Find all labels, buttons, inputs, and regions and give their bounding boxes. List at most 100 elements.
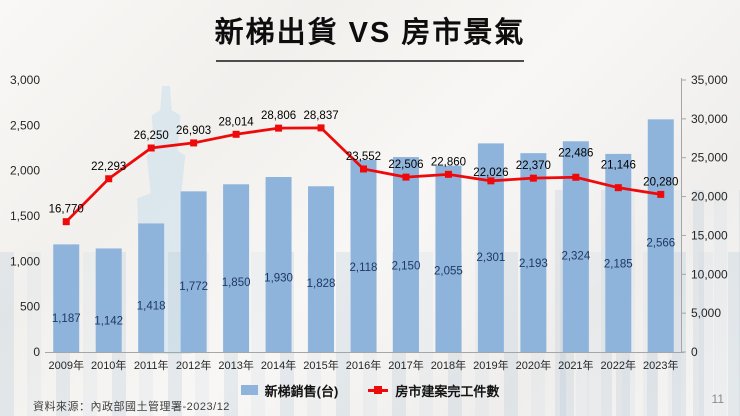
line-marker bbox=[572, 173, 580, 181]
left-axis-tick-label: 1,000 bbox=[10, 254, 40, 268]
line-value-label: 22,293 bbox=[91, 161, 126, 173]
bar-2010年 bbox=[95, 248, 122, 352]
line-marker bbox=[444, 170, 452, 178]
line-value-label: 28,014 bbox=[219, 116, 255, 128]
line-value-label: 16,770 bbox=[49, 204, 84, 216]
x-axis-label: 2013年 bbox=[218, 358, 253, 372]
x-axis-label: 2010年 bbox=[91, 358, 126, 372]
bar-value-label: 1,930 bbox=[264, 272, 293, 284]
bar-2014年 bbox=[265, 177, 292, 352]
line-marker bbox=[190, 139, 198, 147]
line-marker bbox=[657, 190, 665, 198]
x-axis-label: 2011年 bbox=[134, 358, 169, 372]
bar-value-label: 2,193 bbox=[519, 258, 548, 270]
right-axis-tick-label: 10,000 bbox=[691, 267, 728, 281]
line-value-label: 21,146 bbox=[601, 160, 636, 172]
bar-2023年 bbox=[647, 119, 674, 352]
bar-2012年 bbox=[180, 191, 207, 352]
right-axis-tick-label: 25,000 bbox=[691, 151, 728, 165]
bar-value-label: 2,118 bbox=[350, 262, 378, 274]
legend-item-bar: 新梯銷售(台) bbox=[240, 381, 339, 400]
line-marker bbox=[487, 177, 495, 185]
bar-series-swatch bbox=[240, 385, 258, 395]
line-value-label: 23,552 bbox=[346, 151, 381, 163]
bar-value-label: 2,324 bbox=[561, 251, 590, 263]
bar-2011年 bbox=[138, 223, 165, 352]
legend-item-line: 房市建案完工件數 bbox=[368, 381, 499, 400]
left-axis-tick-label: 1,500 bbox=[10, 209, 40, 223]
line-marker bbox=[105, 175, 113, 183]
line-marker bbox=[232, 130, 240, 138]
bar-2015年 bbox=[308, 186, 335, 352]
bar-value-label: 1,142 bbox=[94, 316, 123, 328]
left-axis-tick-label: 500 bbox=[20, 300, 40, 314]
right-axis-tick-label: 35,000 bbox=[691, 73, 728, 87]
bar-2022年 bbox=[605, 153, 632, 352]
right-axis-tick-label: 30,000 bbox=[691, 112, 728, 126]
x-axis-label: 2017年 bbox=[388, 358, 423, 372]
line-value-label: 22,026 bbox=[473, 167, 508, 179]
x-axis-label: 2016年 bbox=[346, 358, 381, 372]
left-axis-tick-label: 0 bbox=[33, 345, 40, 359]
chart-legend: 新梯銷售(台) 房市建案完工件數 bbox=[0, 380, 740, 400]
line-value-label: 20,280 bbox=[643, 176, 678, 188]
bar-2021年 bbox=[562, 141, 589, 352]
page-number: 11 bbox=[711, 392, 724, 406]
x-axis-label: 2020年 bbox=[516, 358, 551, 372]
line-swatch-marker bbox=[374, 386, 383, 394]
bar-value-label: 1,418 bbox=[137, 301, 166, 313]
bar-2016年 bbox=[350, 159, 377, 352]
x-axis-label: 2018年 bbox=[431, 358, 466, 372]
x-axis-label: 2022年 bbox=[601, 358, 636, 372]
left-axis-tick-label: 2,000 bbox=[10, 164, 40, 178]
line-marker bbox=[360, 165, 367, 173]
line-marker bbox=[275, 124, 283, 132]
legend-label-bar: 新梯銷售(台) bbox=[264, 383, 339, 399]
line-value-label: 26,903 bbox=[176, 125, 211, 137]
line-marker bbox=[614, 184, 622, 192]
bar-value-label: 2,301 bbox=[477, 252, 506, 264]
x-axis-label: 2015年 bbox=[303, 358, 338, 372]
left-axis-tick-label: 3,000 bbox=[10, 73, 40, 87]
right-axis-tick-label: 5,000 bbox=[691, 306, 721, 320]
x-axis-label: 2019年 bbox=[473, 358, 508, 372]
legend-label-line: 房市建案完工件數 bbox=[395, 383, 500, 399]
bar-value-label: 1,850 bbox=[222, 277, 251, 289]
bar-value-label: 2,185 bbox=[604, 258, 633, 270]
title-underline bbox=[216, 60, 524, 62]
x-axis-label: 2012年 bbox=[176, 358, 211, 372]
line-value-label: 22,486 bbox=[558, 147, 593, 159]
line-value-label: 28,806 bbox=[261, 110, 296, 122]
page-title: 新梯出貨 VS 房市景氣 bbox=[214, 17, 526, 49]
line-value-label: 22,860 bbox=[431, 156, 466, 168]
bar-2013年 bbox=[223, 184, 250, 352]
bar-2020年 bbox=[520, 153, 547, 352]
bar-2018年 bbox=[435, 165, 462, 352]
left-axis-tick-label: 2,500 bbox=[10, 118, 40, 132]
bar-value-label: 1,187 bbox=[52, 313, 81, 325]
bar-value-label: 2,566 bbox=[646, 237, 675, 249]
right-axis-tick-label: 20,000 bbox=[691, 190, 728, 204]
line-series-swatch bbox=[368, 385, 389, 395]
x-axis-label: 2021年 bbox=[558, 358, 593, 372]
bar-value-label: 1,772 bbox=[179, 281, 208, 293]
source-note: 資料來源：內政部國土管理署-2023/12 bbox=[33, 401, 230, 413]
line-value-label: 22,370 bbox=[516, 160, 551, 172]
bar-value-label: 2,055 bbox=[434, 265, 463, 277]
line-marker bbox=[317, 124, 325, 132]
x-axis-label: 2014年 bbox=[261, 358, 296, 372]
right-axis-tick-label: 0 bbox=[691, 345, 698, 359]
x-axis-label: 2009年 bbox=[48, 358, 83, 372]
bar-2009年 bbox=[53, 244, 80, 352]
bar-value-label: 2,150 bbox=[392, 260, 421, 272]
line-marker bbox=[529, 174, 537, 182]
bar-value-label: 1,828 bbox=[307, 278, 336, 290]
line-value-label: 26,250 bbox=[134, 130, 169, 142]
line-value-label: 28,837 bbox=[303, 110, 338, 122]
line-marker bbox=[402, 173, 410, 181]
x-axis-label: 2023年 bbox=[643, 358, 678, 372]
line-marker bbox=[147, 144, 155, 152]
right-axis-tick-label: 15,000 bbox=[691, 228, 728, 242]
